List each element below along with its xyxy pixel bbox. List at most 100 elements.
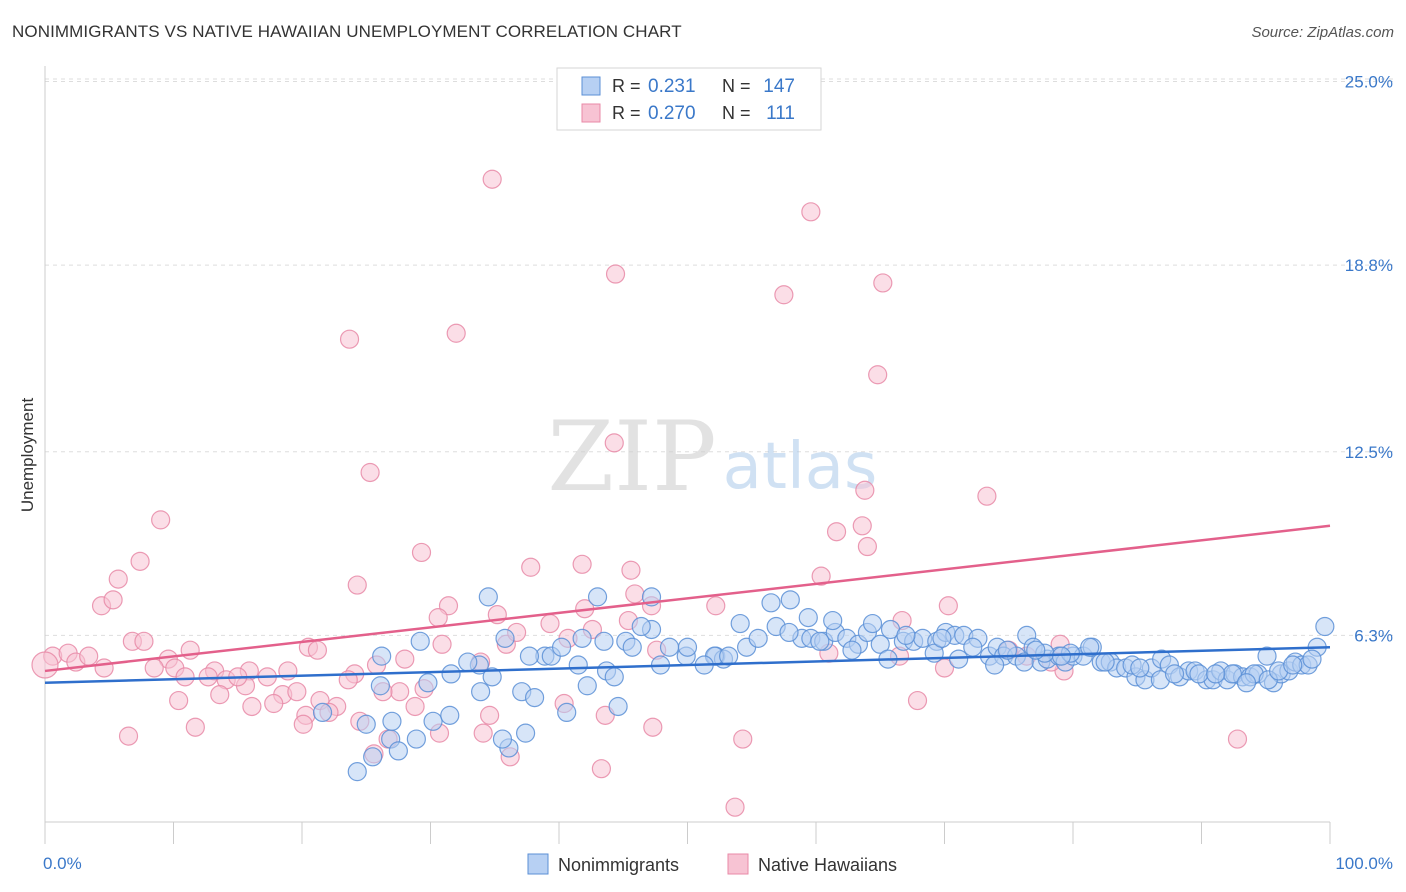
nonimmigrants-point xyxy=(896,625,916,645)
y-tick-label: 18.8% xyxy=(1345,256,1393,275)
native-hawaiians-point xyxy=(31,651,59,679)
nonimmigrants-point xyxy=(577,676,597,696)
native-hawaiians-point xyxy=(938,596,958,616)
nonimmigrants-point xyxy=(557,702,577,723)
nonimmigrants-point xyxy=(823,610,843,631)
native-hawaiians-point xyxy=(868,365,888,385)
native-hawaiians-point xyxy=(339,329,360,349)
nonimmigrants-point xyxy=(372,646,392,666)
nonimmigrants-point xyxy=(631,616,651,637)
native-hawaiians-point xyxy=(428,608,448,628)
nonimmigrants-point xyxy=(1206,664,1226,684)
native-hawaiians-point xyxy=(801,202,821,222)
r-label: R = xyxy=(612,103,641,123)
native-hawaiians-point xyxy=(540,613,560,634)
nonimmigrants-point xyxy=(594,631,614,651)
nonimmigrants-point xyxy=(406,729,426,749)
nonimmigrants-point xyxy=(842,640,862,660)
data-points xyxy=(31,169,1335,817)
legend-native-hawaiians-label: Native Hawaiians xyxy=(758,855,897,875)
nonimmigrants-point xyxy=(748,628,768,648)
x-tick-label-max: 100.0% xyxy=(1335,854,1393,873)
native-hawaiians-point xyxy=(473,723,493,743)
nonimmigrants-point xyxy=(312,702,333,723)
gridlines xyxy=(45,78,1394,636)
nonimmigrants-point xyxy=(659,637,680,657)
nonimmigrants-point xyxy=(798,608,818,628)
nonimmigrants-point xyxy=(1302,649,1322,669)
native-hawaiians-point xyxy=(134,631,154,651)
nonimmigrants-point xyxy=(363,747,383,767)
nonimmigrants-point xyxy=(1051,646,1072,666)
nonimmigrants-point xyxy=(478,587,498,607)
nonimmigrants-point xyxy=(492,729,513,749)
native-hawaiians-point xyxy=(706,596,726,616)
nonimmigrants-point xyxy=(347,762,367,782)
nonimmigrants-point xyxy=(568,655,588,675)
native-hawaiians-point xyxy=(264,693,284,714)
nonimmigrants-point xyxy=(985,655,1005,675)
x-tick-label-min: 0.0% xyxy=(43,854,82,873)
native-hawaiians-point xyxy=(79,646,99,666)
legend-native-hawaiians-swatch xyxy=(727,853,749,875)
nonimmigrants-point xyxy=(441,664,461,684)
native-hawaiians-point xyxy=(144,658,164,678)
native-hawaiians-point xyxy=(432,634,452,654)
nonimmigrants-point xyxy=(1283,655,1303,675)
native-hawaiians-point xyxy=(625,584,645,604)
stats-legend-box xyxy=(556,67,822,131)
native-hawaiians-point xyxy=(411,542,432,563)
r-value: 0.270 xyxy=(648,103,696,124)
native-hawaiians-point xyxy=(390,682,410,702)
nonimmigrants-point xyxy=(519,646,540,666)
nonimmigrants-point xyxy=(810,631,830,651)
native-hawaiians-point xyxy=(604,433,624,453)
native-hawaiians-point xyxy=(446,323,466,343)
native-hawaiians-point xyxy=(852,516,872,536)
nonimmigrants-point xyxy=(1236,673,1257,693)
native-hawaiians-point xyxy=(94,658,114,678)
nonimmigrants-swatch xyxy=(581,76,601,96)
native-hawaiians-point xyxy=(1227,729,1248,749)
native-hawaiians-point xyxy=(907,690,928,711)
watermark-atlas: atlas xyxy=(723,430,878,504)
nonimmigrants-point xyxy=(471,682,491,702)
nonimmigrants-point xyxy=(1130,658,1150,678)
nonimmigrants-point xyxy=(949,649,969,669)
native-hawaiians-swatch xyxy=(581,103,601,123)
native-hawaiians-point xyxy=(605,264,626,284)
r-label: R = xyxy=(612,76,641,96)
nonimmigrants-point xyxy=(423,711,443,731)
watermark-zip: ZIP xyxy=(547,401,716,513)
native-hawaiians-point xyxy=(108,569,128,589)
nonimmigrants-point xyxy=(587,587,608,607)
nonimmigrants-point xyxy=(418,673,438,693)
native-hawaiians-point xyxy=(307,640,328,660)
nonimmigrants-point xyxy=(482,667,502,687)
native-hawaiians-point xyxy=(151,510,171,530)
legend-nonimmigrants-swatch xyxy=(527,853,549,875)
native-hawaiians-point xyxy=(811,566,831,586)
native-hawaiians-point xyxy=(621,560,641,580)
native-hawaiians-point xyxy=(175,667,195,687)
nonimmigrants-point xyxy=(572,628,592,648)
nonimmigrants-point xyxy=(1164,664,1185,684)
nonimmigrants-point xyxy=(440,705,460,725)
watermark: ZIP atlas xyxy=(547,401,877,513)
native-hawaiians-point xyxy=(169,690,189,711)
nonimmigrants-point xyxy=(719,646,739,666)
y-tick-label: 25.0% xyxy=(1345,73,1393,92)
native-hawaiians-point xyxy=(643,717,663,737)
nonimmigrants-point xyxy=(458,652,478,672)
native-hawaiians-point xyxy=(521,557,541,577)
native-hawaiians-point xyxy=(360,462,380,483)
chart-title: NONIMMIGRANTS VS NATIVE HAWAIIAN UNEMPLO… xyxy=(12,22,682,41)
nonimmigrants-point xyxy=(730,613,750,634)
native-hawaiians-trend-line xyxy=(44,524,1331,673)
stats-legend: R = 0.231 N = 147 R = 0.270 N = 111 xyxy=(556,67,822,131)
bottom-legend: Nonimmigrants Native Hawaiians xyxy=(527,853,897,875)
native-hawaiians-point xyxy=(242,696,262,717)
nonimmigrants-point xyxy=(862,613,883,634)
tick-labels: 6.3% 12.5% 18.8% 25.0% 0.0% 100.0% xyxy=(43,73,1393,874)
